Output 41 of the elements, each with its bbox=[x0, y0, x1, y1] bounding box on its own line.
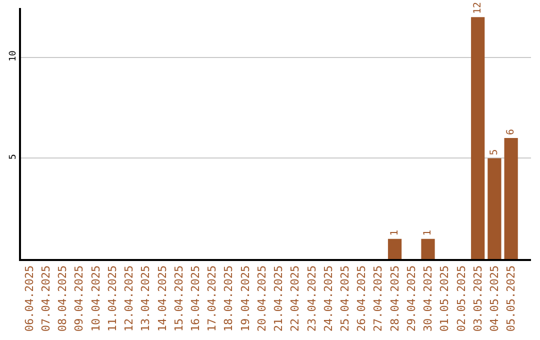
data-label: 12 bbox=[472, 2, 484, 14]
data-label: 6 bbox=[506, 129, 517, 136]
x-tick-label: 17.04.2025 bbox=[206, 265, 219, 332]
x-tick-label: 12.04.2025 bbox=[122, 265, 136, 332]
x-tick-label: 07.04.2025 bbox=[39, 265, 52, 332]
x-tick-label: 23.04.2025 bbox=[305, 265, 318, 332]
x-tick-label: 10.04.2025 bbox=[89, 265, 102, 332]
x-tick-label: 02.05.2025 bbox=[454, 265, 468, 332]
x-tick-label: 14.04.2025 bbox=[156, 265, 169, 332]
x-tick-label: 06.04.2025 bbox=[22, 265, 36, 332]
x-tick-label: 28.04.2025 bbox=[388, 265, 402, 332]
x-tick-label: 19.04.2025 bbox=[238, 265, 252, 332]
data-label: 1 bbox=[389, 230, 400, 236]
data-label: 1 bbox=[422, 230, 434, 236]
x-tick-label: 15.04.2025 bbox=[172, 265, 186, 332]
x-tick-label: 18.04.2025 bbox=[222, 265, 236, 332]
x-tick-label: 20.04.2025 bbox=[255, 265, 268, 332]
bar bbox=[388, 238, 402, 259]
x-tick-label: 04.05.2025 bbox=[488, 265, 502, 332]
x-tick-label: 16.04.2025 bbox=[189, 265, 202, 332]
x-tick-label: 30.04.2025 bbox=[422, 265, 435, 332]
y-tick-label: 10 bbox=[8, 50, 18, 62]
x-tick-label: 03.05.2025 bbox=[471, 265, 484, 332]
x-tick-label: 21.04.2025 bbox=[272, 265, 286, 332]
data-label: 5 bbox=[488, 149, 500, 156]
bar bbox=[471, 17, 485, 259]
x-tick-label: 27.04.2025 bbox=[372, 265, 385, 332]
x-tick-label: 25.04.2025 bbox=[338, 265, 352, 332]
x-tick-label: 22.04.2025 bbox=[288, 265, 302, 332]
x-tick-label: 01.05.2025 bbox=[438, 265, 452, 332]
x-tick-label: 24.04.2025 bbox=[322, 265, 335, 332]
x-tick-label: 11.04.2025 bbox=[106, 265, 119, 332]
x-tick-label: 05.05.2025 bbox=[504, 265, 518, 332]
x-tick-label: 26.04.2025 bbox=[355, 265, 368, 332]
x-tick-label: 13.04.2025 bbox=[139, 265, 152, 332]
x-tick-label: 08.04.2025 bbox=[56, 265, 70, 332]
bar bbox=[421, 238, 435, 259]
bar bbox=[488, 158, 502, 259]
x-tick-label: 29.04.2025 bbox=[404, 265, 418, 332]
bar bbox=[504, 138, 518, 259]
x-tick-label: 09.04.2025 bbox=[72, 265, 86, 332]
